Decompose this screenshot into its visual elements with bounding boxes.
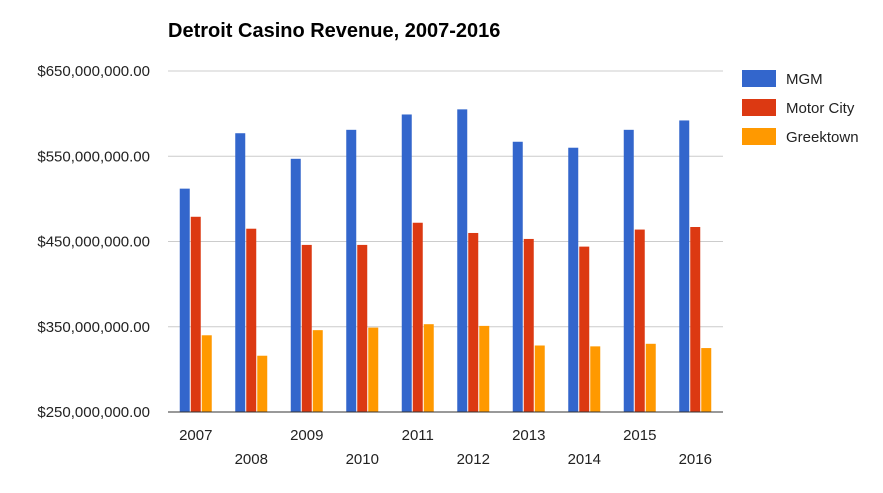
bar-mgm-2012 — [457, 109, 468, 413]
bar-mgm-2016 — [679, 120, 690, 412]
bar-mgm-2010 — [346, 129, 357, 412]
legend: MGM Motor City Greektown — [742, 70, 859, 146]
bar-greektown-2013 — [534, 345, 545, 412]
x-axis-ticks: 2007 2008 2009 2010 2011 2012 2013 2014 2015 2016 — [179, 427, 712, 468]
bar-greektown-2014 — [590, 346, 601, 412]
bar-greektown-2008 — [257, 355, 268, 412]
x-tick-label: 2016 — [679, 451, 712, 468]
bar-mgm-2013 — [512, 141, 523, 412]
bar-greektown-2011 — [423, 324, 434, 412]
legend-label: Motor City — [786, 100, 855, 117]
bar-motor-city-2016 — [690, 227, 701, 412]
bar-motor-city-2015 — [634, 229, 645, 412]
y-tick-label: $450,000,000.00 — [37, 234, 150, 251]
bar-mgm-2007 — [179, 188, 190, 412]
bars — [179, 109, 712, 413]
bar-mgm-2015 — [623, 129, 634, 412]
x-tick-label: 2013 — [512, 427, 545, 444]
x-tick-label: 2014 — [568, 451, 601, 468]
bar-greektown-2010 — [368, 327, 379, 412]
bar-motor-city-2009 — [301, 244, 312, 412]
bar-greektown-2009 — [312, 330, 323, 412]
legend-swatch — [742, 128, 776, 145]
bar-mgm-2008 — [235, 133, 246, 413]
x-tick-label: 2015 — [623, 427, 656, 444]
bar-mgm-2014 — [568, 147, 579, 412]
legend-swatch — [742, 70, 776, 87]
bar-greektown-2012 — [479, 325, 490, 412]
y-tick-label: $550,000,000.00 — [37, 148, 150, 165]
x-tick-label: 2012 — [457, 451, 490, 468]
legend-label: MGM — [786, 71, 823, 88]
y-tick-label: $650,000,000.00 — [37, 63, 150, 80]
bar-motor-city-2007 — [190, 216, 201, 412]
legend-swatch — [742, 99, 776, 116]
bar-greektown-2007 — [201, 335, 212, 412]
y-tick-label: $350,000,000.00 — [37, 319, 150, 336]
bar-greektown-2016 — [701, 348, 712, 412]
bar-motor-city-2013 — [523, 238, 534, 412]
x-tick-label: 2010 — [346, 451, 379, 468]
bar-mgm-2009 — [290, 158, 301, 412]
legend-label: Greektown — [786, 129, 859, 146]
bar-greektown-2015 — [645, 343, 656, 412]
y-axis-ticks: $250,000,000.00 $350,000,000.00 $450,000,0… — [37, 63, 150, 421]
x-tick-label: 2009 — [290, 427, 323, 444]
bar-motor-city-2014 — [579, 246, 590, 412]
chart-title: Detroit Casino Revenue, 2007-2016 — [168, 20, 500, 42]
x-tick-label: 2007 — [179, 427, 212, 444]
x-tick-label: 2011 — [402, 427, 434, 444]
bar-motor-city-2010 — [357, 244, 368, 412]
y-tick-label: $250,000,000.00 — [37, 404, 150, 421]
bar-motor-city-2008 — [246, 228, 257, 412]
x-tick-label: 2008 — [235, 451, 268, 468]
bar-motor-city-2012 — [468, 232, 479, 412]
bar-mgm-2011 — [401, 114, 412, 412]
bar-motor-city-2011 — [412, 222, 423, 412]
